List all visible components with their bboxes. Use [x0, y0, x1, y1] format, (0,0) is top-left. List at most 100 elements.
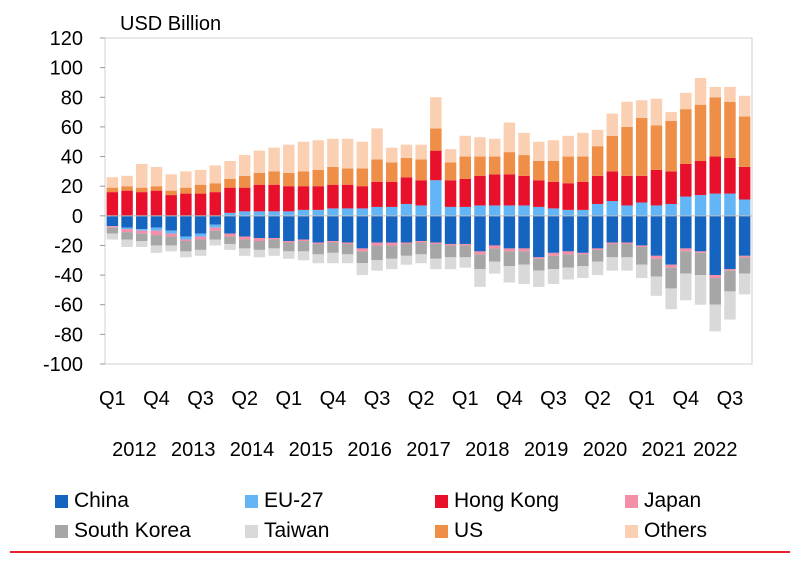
bar-segment-taiwan [533, 270, 545, 287]
bar-segment-taiwan [150, 245, 163, 253]
bar-segment-eu-27 [194, 233, 207, 237]
x-quarter-label: Q2 [408, 388, 435, 410]
legend-swatch-us [435, 524, 448, 538]
bar-segment-us [665, 120, 677, 172]
bar-segment-hong-kong [591, 175, 604, 204]
bar-segment-china [224, 215, 236, 234]
bar-segment-hong-kong [371, 181, 383, 207]
bar-segment-others [709, 86, 721, 98]
x-quarter-label: Q2 [231, 388, 258, 410]
bar-segment-hong-kong [738, 166, 751, 200]
bar-segment-us [356, 168, 369, 187]
x-quarter-label: Q3 [717, 388, 744, 410]
bar-segment-eu-27 [488, 205, 501, 216]
bar-segment-south-korea [488, 248, 501, 262]
bar-segment-south-korea [121, 232, 133, 240]
bar-segment-others [415, 144, 427, 160]
bar-segment-others [180, 171, 192, 188]
bar-segment-us [150, 186, 163, 191]
bar-segment-south-korea [665, 267, 677, 289]
bar-segment-hong-kong [577, 181, 589, 210]
legend-swatch-japan [625, 494, 638, 508]
legend-swatch-hong-kong [435, 494, 448, 508]
bar-segment-hong-kong [665, 171, 677, 204]
bar-segment-china [503, 215, 516, 249]
bar-segment-taiwan [371, 260, 383, 271]
bar-segment-taiwan [238, 248, 251, 256]
legend-item-china: China [55, 488, 245, 514]
bar-segment-china [327, 215, 339, 242]
bar-segment-taiwan [341, 254, 354, 264]
bar-segment-japan [150, 230, 163, 236]
bar-segment-eu-27 [738, 199, 751, 216]
bar-segment-south-korea [268, 239, 280, 249]
bar-segment-eu-27 [680, 196, 692, 216]
bar-segment-taiwan [577, 266, 589, 279]
bar-segment-south-korea [444, 245, 457, 258]
bar-segment-china [150, 215, 163, 228]
y-tick-label: 80 [61, 87, 83, 109]
bar-segment-taiwan [650, 276, 663, 296]
bar-segment-taiwan [209, 239, 222, 246]
bar-segment-china [194, 215, 207, 234]
bar-segment-others [665, 112, 677, 121]
bar-segment-japan [283, 241, 295, 243]
bar-segment-south-korea [327, 242, 339, 253]
y-axis-title: USD Billion [120, 13, 221, 35]
bar-segment-eu-27 [650, 205, 663, 216]
bar-segment-japan [165, 233, 177, 237]
bar-segment-us [474, 156, 486, 176]
bar-segment-china [430, 215, 442, 243]
bar-segment-eu-27 [577, 209, 589, 216]
bar-segment-china [533, 215, 545, 258]
bar-segment-eu-27 [283, 211, 295, 216]
bar-segment-south-korea [430, 243, 442, 259]
bar-segment-china [268, 215, 280, 239]
bar-segment-taiwan [400, 255, 413, 265]
bar-segment-hong-kong [635, 175, 648, 203]
bar-segment-south-korea [165, 236, 177, 246]
bar-segment-others [724, 86, 736, 102]
bar-segment-eu-27 [709, 193, 721, 216]
bar-segment-others [474, 137, 486, 157]
bar-segment-us [430, 128, 442, 151]
x-year-label: 2021 [642, 439, 687, 461]
bar-segment-eu-27 [136, 229, 148, 231]
bar-segment-taiwan [136, 241, 148, 247]
bar-segment-south-korea [224, 236, 236, 244]
bar-segment-japan [312, 242, 324, 244]
legend-item-japan: Japan [625, 488, 775, 514]
x-quarter-label: Q2 [584, 388, 611, 410]
legend-item-others: Others [625, 518, 775, 544]
bar-segment-china [356, 215, 369, 249]
bar-segment-eu-27 [562, 209, 574, 216]
bar-segment-us [106, 187, 119, 193]
bar-segment-us [680, 109, 692, 164]
bar-segment-us [297, 171, 310, 187]
x-quarter-label: Q4 [672, 388, 699, 410]
bar-segment-us [136, 187, 148, 193]
bar-segment-eu-27 [430, 180, 442, 216]
bar-segment-us [415, 159, 427, 181]
bar-segment-south-korea [356, 251, 369, 264]
bar-segment-eu-27 [238, 211, 251, 216]
bar-segment-others [547, 140, 560, 161]
bar-segment-south-korea [312, 243, 324, 255]
bar-segment-china [547, 215, 560, 253]
bar-segment-us [341, 168, 354, 185]
bar-segment-japan [459, 243, 471, 246]
bar-segment-eu-27 [635, 202, 648, 216]
bar-segment-us [268, 171, 280, 185]
bar-segment-taiwan [724, 291, 736, 320]
bar-segment-others [621, 101, 633, 127]
bar-segment-hong-kong [621, 175, 633, 206]
bar-segment-eu-27 [547, 208, 560, 216]
bottom-divider [10, 551, 790, 553]
bar-segment-hong-kong [430, 150, 442, 181]
bar-segment-hong-kong [503, 174, 516, 206]
bar-segment-china [606, 215, 619, 243]
bar-segment-south-korea [738, 257, 751, 274]
plot-frame [104, 37, 753, 365]
bar-segment-south-korea [459, 245, 471, 258]
bar-segment-eu-27 [165, 230, 177, 234]
